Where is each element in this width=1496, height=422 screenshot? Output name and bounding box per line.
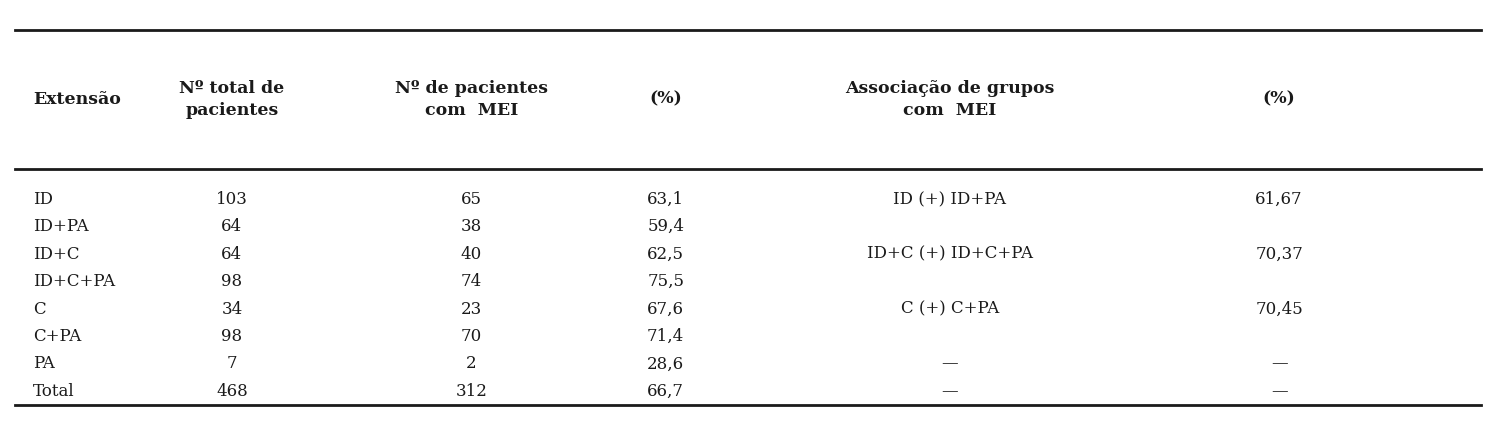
Text: 312: 312 (455, 383, 488, 400)
Text: Associação de grupos
com  MEI: Associação de grupos com MEI (845, 80, 1055, 119)
Text: C (+) C+PA: C (+) C+PA (901, 300, 999, 318)
Text: 28,6: 28,6 (648, 355, 684, 373)
Text: 75,5: 75,5 (648, 273, 684, 290)
Text: PA: PA (33, 355, 55, 373)
Text: ID+PA: ID+PA (33, 218, 88, 235)
Text: 70: 70 (461, 328, 482, 345)
Text: 67,6: 67,6 (648, 300, 684, 318)
Text: (%): (%) (649, 91, 682, 108)
Text: 38: 38 (461, 218, 482, 235)
Text: Total: Total (33, 383, 75, 400)
Text: 7: 7 (226, 355, 238, 373)
Text: ID (+) ID+PA: ID (+) ID+PA (893, 191, 1007, 208)
Text: C+PA: C+PA (33, 328, 81, 345)
Text: ID: ID (33, 191, 52, 208)
Text: 40: 40 (461, 246, 482, 263)
Text: 66,7: 66,7 (648, 383, 684, 400)
Text: 71,4: 71,4 (648, 328, 684, 345)
Text: ID+C: ID+C (33, 246, 79, 263)
Text: Extensão: Extensão (33, 91, 121, 108)
Text: —: — (941, 383, 959, 400)
Text: 63,1: 63,1 (648, 191, 684, 208)
Text: —: — (1270, 383, 1288, 400)
Text: 59,4: 59,4 (648, 218, 684, 235)
Text: 62,5: 62,5 (648, 246, 684, 263)
Text: 65: 65 (461, 191, 482, 208)
Text: 98: 98 (221, 273, 242, 290)
Text: ID+C+PA: ID+C+PA (33, 273, 115, 290)
Text: 74: 74 (461, 273, 482, 290)
Text: 64: 64 (221, 218, 242, 235)
Text: —: — (941, 355, 959, 373)
Text: 70,37: 70,37 (1255, 246, 1303, 263)
Text: 23: 23 (461, 300, 482, 318)
Text: C: C (33, 300, 45, 318)
Text: 98: 98 (221, 328, 242, 345)
Text: 468: 468 (215, 383, 248, 400)
Text: Nº de pacientes
com  MEI: Nº de pacientes com MEI (395, 80, 548, 119)
Text: —: — (1270, 355, 1288, 373)
Text: Nº total de
pacientes: Nº total de pacientes (180, 80, 284, 119)
Text: (%): (%) (1263, 91, 1296, 108)
Text: 70,45: 70,45 (1255, 300, 1303, 318)
Text: 2: 2 (465, 355, 477, 373)
Text: 103: 103 (215, 191, 248, 208)
Text: 61,67: 61,67 (1255, 191, 1303, 208)
Text: 34: 34 (221, 300, 242, 318)
Text: ID+C (+) ID+C+PA: ID+C (+) ID+C+PA (868, 246, 1032, 263)
Text: 64: 64 (221, 246, 242, 263)
